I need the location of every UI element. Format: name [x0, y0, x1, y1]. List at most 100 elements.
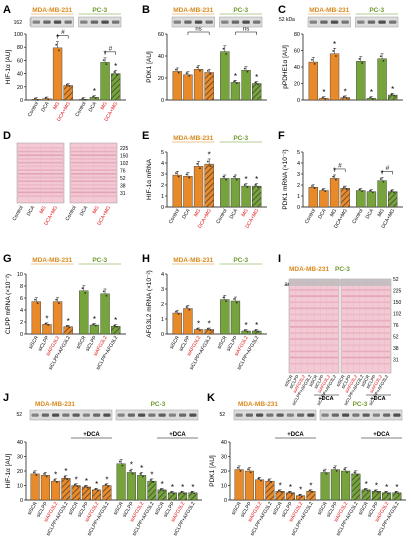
- data-point: [185, 72, 188, 75]
- x-tick-label: DCA: [365, 207, 376, 220]
- data-point: [313, 62, 316, 65]
- data-point: [257, 83, 259, 86]
- significance-star: *: [365, 480, 368, 489]
- blot-band: [184, 20, 192, 24]
- bar: [220, 299, 230, 335]
- significance-star: *: [255, 73, 258, 82]
- y-axis-label: pPDHE1α [AU]: [282, 45, 289, 89]
- data-point: [129, 469, 131, 472]
- data-point: [175, 68, 177, 71]
- data-point: [206, 327, 209, 330]
- data-point: [235, 178, 238, 181]
- data-point: [206, 160, 209, 163]
- bar-hatch: [340, 97, 350, 100]
- data-point: [34, 97, 36, 100]
- x-tick-label: MG: [52, 101, 61, 111]
- bar: [255, 479, 265, 501]
- blot-frame: [355, 16, 399, 28]
- ponceau-I-mda: [288, 278, 340, 374]
- data-point: [94, 97, 97, 99]
- significance-star: *: [191, 483, 194, 492]
- panel-letter-G: G: [3, 253, 12, 265]
- x-tick-label: MG: [377, 208, 386, 218]
- group-title-mda: MDA-MB-231: [35, 401, 75, 408]
- y-tick-label: 20: [221, 469, 227, 475]
- data-point: [222, 47, 225, 50]
- panel-letter-C: C: [278, 4, 286, 16]
- y-axis-label: HIF-1α [AU]: [5, 454, 12, 489]
- data-point: [172, 492, 175, 495]
- data-point: [313, 187, 316, 190]
- data-point: [102, 290, 105, 293]
- bar: [31, 99, 41, 101]
- data-point: [243, 67, 246, 70]
- data-point: [311, 490, 314, 493]
- x-tick-label: Control: [11, 205, 24, 222]
- y-tick-label: 0: [161, 205, 164, 211]
- dca-label: +DCA: [373, 432, 390, 438]
- data-point: [325, 472, 328, 475]
- blot-band: [266, 413, 274, 417]
- panel-letter-B: B: [142, 4, 150, 16]
- x-tick-label: MG: [193, 208, 202, 218]
- significance-star: *: [130, 461, 133, 470]
- ponceau-mda: [16, 142, 65, 204]
- blot-band: [31, 413, 39, 417]
- x-tick-label: MG: [39, 205, 48, 215]
- blot-frame: [30, 16, 74, 28]
- blot-band: [235, 413, 243, 417]
- y-tick-label: 40: [158, 54, 164, 60]
- data-point: [393, 94, 395, 97]
- y-tick-label: 20: [17, 469, 23, 475]
- data-point: [343, 468, 346, 471]
- ladder-label: 102: [393, 312, 402, 318]
- blot-chip-mda: [29, 409, 113, 421]
- bar: [366, 191, 377, 208]
- y-tick-label: 60: [294, 49, 300, 55]
- bar: [42, 324, 52, 335]
- data-point: [346, 471, 348, 474]
- bar-hatch: [286, 492, 295, 500]
- blot-band: [352, 413, 360, 417]
- data-point: [290, 492, 293, 495]
- bar-hatch: [111, 326, 121, 334]
- significance-star: *: [370, 88, 373, 97]
- bar: [52, 301, 63, 335]
- y-tick-label: 1: [161, 194, 164, 200]
- blot-band: [393, 413, 401, 417]
- blot-band: [231, 20, 240, 24]
- bar-hatch: [372, 491, 381, 500]
- significance-star: *: [45, 314, 48, 323]
- ladder-label: 31: [393, 358, 399, 364]
- data-point: [63, 476, 66, 478]
- data-point: [196, 162, 199, 165]
- data-point: [254, 81, 257, 84]
- significance-star: *: [395, 483, 398, 492]
- blot-frame: [219, 16, 263, 28]
- data-point: [84, 485, 86, 488]
- blot-band: [388, 20, 397, 24]
- bar-hatch: [351, 473, 361, 500]
- data-point: [86, 486, 89, 489]
- data-point: [68, 85, 71, 88]
- significance-star: *: [245, 175, 248, 184]
- data-point: [94, 324, 97, 327]
- data-point: [376, 490, 379, 493]
- y-tick-label: 100: [14, 32, 23, 38]
- bar: [183, 308, 193, 335]
- data-point: [102, 59, 105, 62]
- significance-star: *: [245, 321, 248, 330]
- data-point: [246, 70, 249, 73]
- blot-band: [189, 413, 197, 417]
- data-point: [175, 310, 177, 313]
- blot-band: [90, 20, 99, 24]
- data-point: [58, 49, 60, 52]
- x-tick-label: siSCR: [308, 373, 319, 387]
- blot-band: [173, 20, 182, 24]
- dca-label: +DCA: [318, 396, 333, 402]
- bracket: [187, 31, 210, 35]
- bar: [330, 469, 340, 501]
- data-point: [361, 62, 364, 64]
- significance-star: *: [375, 481, 378, 490]
